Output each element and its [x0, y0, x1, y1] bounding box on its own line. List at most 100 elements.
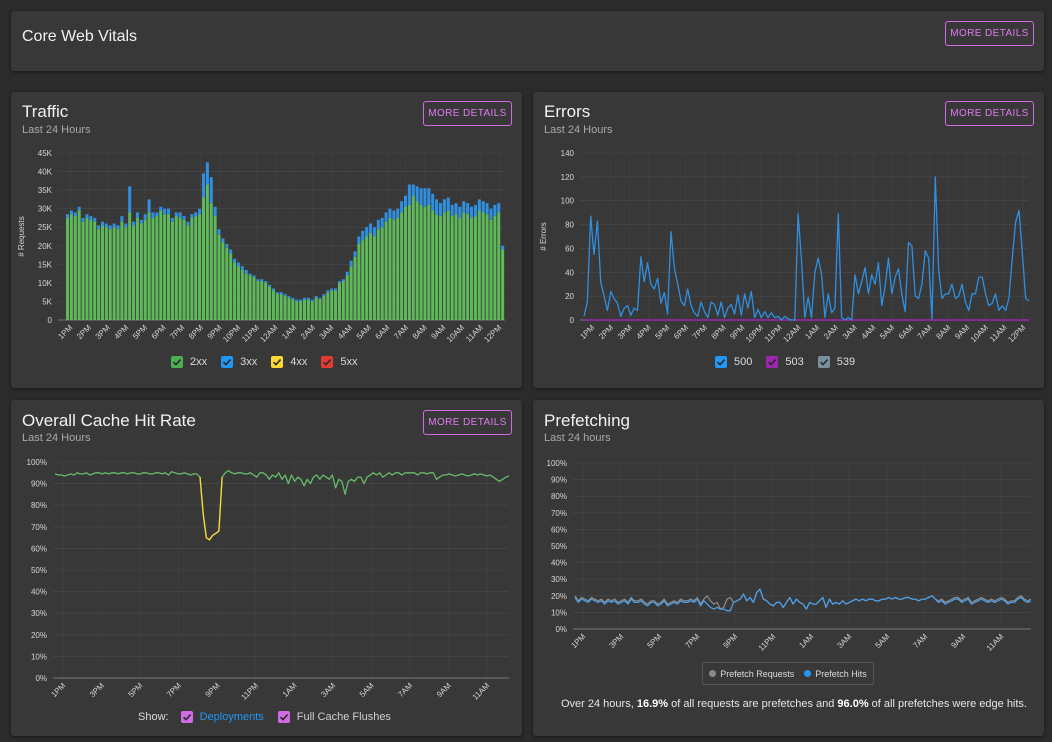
bar-2xx: [369, 232, 373, 320]
bar-2xx: [435, 214, 439, 320]
bar-3xx: [411, 184, 415, 196]
bar-2xx: [155, 216, 159, 320]
bar-2xx: [283, 295, 287, 320]
bar-2xx: [411, 195, 415, 320]
checkbox-icon[interactable]: [817, 356, 830, 368]
prefetch-hits-line: [574, 588, 1032, 612]
bar-3xx: [194, 212, 198, 217]
cache-more-details-button[interactable]: MORE DETAILS: [423, 410, 512, 435]
legend-item-prefetch-requests[interactable]: Prefetch Requests: [709, 669, 794, 679]
y-tick-label: 90%: [31, 480, 47, 489]
legend-item-503[interactable]: 503: [766, 356, 804, 368]
bar-3xx: [470, 206, 474, 218]
y-tick-label: 40K: [38, 168, 53, 177]
bar-3xx: [310, 299, 314, 302]
bar-3xx: [349, 260, 353, 267]
bar-2xx: [392, 219, 396, 320]
bar-3xx: [438, 203, 442, 217]
x-tick-label: 7PM: [683, 632, 701, 650]
header-more-details-button[interactable]: MORE DETAILS: [945, 21, 1034, 46]
bar-3xx: [318, 297, 322, 300]
bar-3xx: [209, 177, 213, 204]
bar-3xx: [396, 208, 400, 218]
legend-item-2xx[interactable]: 2xx: [171, 356, 207, 368]
checkbox-icon[interactable]: [171, 356, 183, 368]
bar-2xx: [194, 216, 198, 320]
errors-more-details-button[interactable]: MORE DETAILS: [945, 101, 1034, 126]
y-tick-label: 30%: [551, 575, 567, 584]
legend-item-3xx[interactable]: 3xx: [221, 356, 257, 368]
bar-2xx: [314, 297, 318, 320]
checkbox-icon[interactable]: [766, 356, 779, 368]
toggle-full-cache-flushes[interactable]: Full Cache Flushes: [277, 711, 391, 723]
y-tick-label: 45K: [38, 149, 53, 158]
bar-2xx: [147, 212, 151, 320]
y-tick-label: 20%: [31, 631, 47, 640]
x-tick-label: 5AM: [358, 681, 376, 699]
bar-3xx: [135, 212, 139, 218]
checkbox-icon[interactable]: [271, 356, 284, 368]
bar-2xx: [341, 281, 345, 320]
y-axis-title: # Errors: [539, 222, 548, 250]
bar-2xx: [299, 301, 303, 320]
checkbox-icon[interactable]: [277, 711, 290, 723]
legend-label: 503: [785, 356, 804, 368]
traffic-more-details-button[interactable]: MORE DETAILS: [423, 101, 512, 126]
bar-3xx: [427, 188, 431, 205]
bar-2xx: [256, 281, 260, 320]
legend-item-500[interactable]: 500: [715, 356, 752, 368]
y-tick-label: 40%: [31, 588, 47, 597]
bar-2xx: [205, 184, 209, 320]
legend-label: 4xx: [290, 356, 308, 368]
x-tick-label: 3AM: [318, 323, 336, 341]
bar-3xx: [419, 188, 423, 205]
prefetch-legend: Prefetch Requests Prefetch Hits: [702, 662, 874, 685]
bar-2xx: [198, 214, 202, 320]
x-tick-label: 11AM: [464, 323, 485, 344]
bar-2xx: [236, 266, 240, 320]
legend-item-4xx[interactable]: 4xx: [271, 356, 307, 368]
bar-2xx: [415, 201, 419, 320]
bar-3xx: [256, 279, 260, 282]
bar-3xx: [85, 214, 89, 218]
bar-3xx: [306, 297, 310, 300]
bar-2xx: [85, 217, 89, 320]
toggle-deployments[interactable]: Deployments: [180, 711, 264, 723]
bar-2xx: [407, 204, 411, 320]
bar-3xx: [477, 199, 481, 211]
checkbox-icon[interactable]: [180, 711, 193, 723]
bar-2xx: [388, 217, 392, 320]
bar-3xx: [489, 208, 493, 220]
bar-3xx: [73, 212, 77, 217]
x-tick-label: 7AM: [911, 632, 929, 650]
bar-3xx: [260, 279, 264, 282]
bar-3xx: [143, 214, 147, 220]
x-tick-label: 1PM: [56, 323, 74, 341]
checkbox-icon[interactable]: [221, 356, 234, 368]
prefetch-title: Prefetching: [544, 411, 630, 430]
bar-2xx: [477, 210, 481, 320]
legend-item-5xx[interactable]: 5xx: [321, 356, 358, 368]
y-tick-label: 0: [570, 316, 575, 325]
page-title: Core Web Vitals: [22, 28, 138, 45]
bar-2xx: [159, 210, 163, 320]
legend-item-prefetch-hits[interactable]: Prefetch Hits: [804, 669, 867, 679]
x-tick-label: 10PM: [744, 323, 765, 344]
bar-3xx: [163, 208, 167, 215]
bar-2xx: [73, 216, 77, 320]
bar-2xx: [97, 229, 101, 320]
bar-3xx: [159, 206, 163, 211]
y-tick-label: 40%: [551, 559, 567, 568]
x-tick-label: 12AM: [258, 323, 279, 344]
show-label: Show:: [138, 711, 169, 723]
checkbox-icon[interactable]: [321, 356, 334, 368]
legend-item-539[interactable]: 539: [817, 356, 855, 368]
x-tick-label: 11AM: [988, 323, 1009, 344]
bar-3xx: [236, 262, 240, 267]
bar-3xx: [369, 223, 373, 233]
header-card: Core Web Vitals MORE DETAILS: [11, 11, 1044, 71]
checkbox-icon[interactable]: [715, 356, 727, 368]
cache-toggles: Show: Deployments Full Cache Flushes: [138, 711, 405, 723]
bar-3xx: [287, 295, 291, 298]
